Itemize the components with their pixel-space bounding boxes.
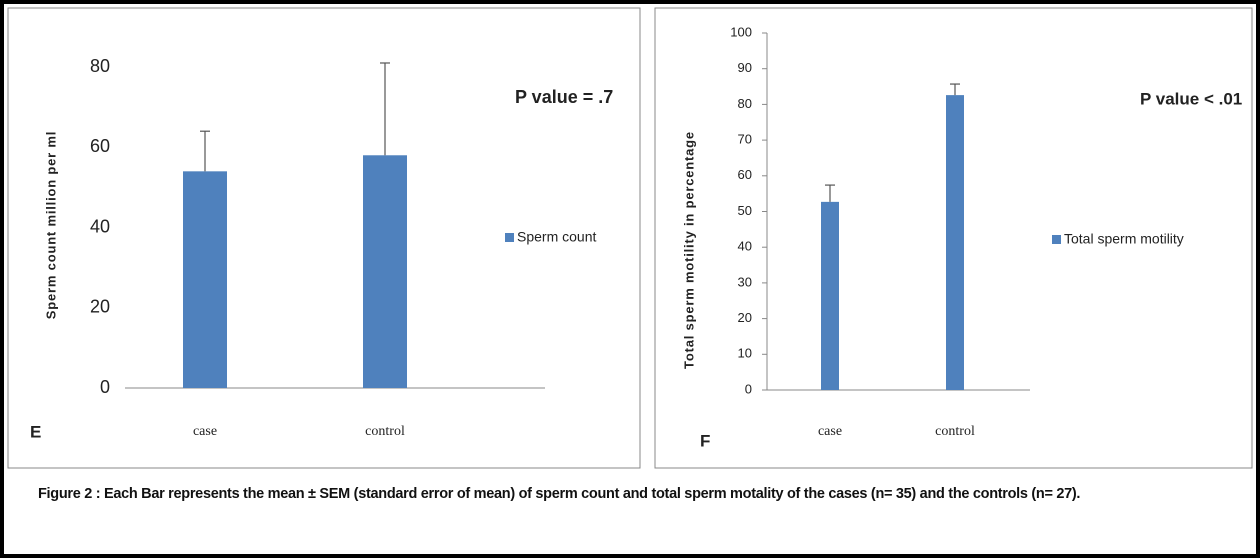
- legend-swatch: [1052, 235, 1061, 244]
- bar: [821, 201, 839, 390]
- y-tick-label: 40: [90, 216, 110, 236]
- y-tick-label: 100: [730, 24, 752, 39]
- bar: [183, 171, 227, 388]
- x-tick-label: case: [193, 424, 217, 439]
- y-tick-label: 80: [738, 96, 752, 111]
- legend-label: Total sperm motility: [1064, 231, 1184, 247]
- panel-label: F: [700, 431, 710, 450]
- y-tick-label: 20: [738, 310, 752, 325]
- y-axis-label: Total sperm motility in percentage: [681, 131, 696, 369]
- x-tick-label: control: [935, 424, 975, 439]
- legend-label: Sperm count: [517, 229, 596, 245]
- panel-frame: [654, 7, 1253, 469]
- y-tick-label: 70: [738, 132, 752, 147]
- y-tick-label: 30: [738, 274, 752, 289]
- y-tick-label: 50: [738, 203, 752, 218]
- y-axis-label: Sperm count million per ml: [43, 131, 58, 319]
- y-tick-label: 60: [738, 167, 752, 182]
- y-tick-label: 40: [738, 239, 752, 254]
- y-tick-label: 0: [100, 377, 110, 397]
- panel-frame: [7, 7, 641, 469]
- annotation: P value = .7: [515, 87, 613, 107]
- annotation: P value < .01: [1140, 89, 1242, 108]
- y-tick-label: 20: [90, 297, 110, 317]
- panel-label: E: [30, 422, 41, 441]
- y-tick-label: 80: [90, 56, 110, 76]
- y-tick-label: 10: [738, 346, 752, 361]
- y-tick-label: 0: [745, 381, 752, 396]
- legend-swatch: [505, 233, 514, 242]
- y-tick-label: 60: [90, 136, 110, 156]
- bar: [363, 155, 407, 388]
- bar: [946, 95, 964, 391]
- x-tick-label: case: [818, 424, 842, 439]
- y-tick-label: 90: [738, 60, 752, 75]
- x-tick-label: control: [365, 424, 405, 439]
- caption: Figure 2 : Each Bar represents the mean …: [38, 486, 1081, 502]
